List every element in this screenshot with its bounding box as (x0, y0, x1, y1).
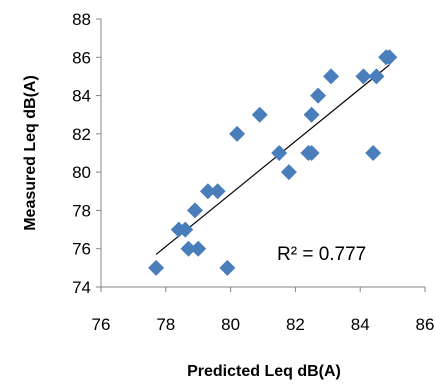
x-axis-ticks: 76 78 80 82 84 86 (92, 287, 435, 334)
data-point (355, 68, 372, 85)
y-tick-label: 76 (72, 240, 91, 259)
y-tick-label: 74 (72, 278, 91, 297)
x-axis-title: Predicted Leq dB(A) (187, 363, 341, 380)
data-point (251, 106, 268, 123)
y-tick-label: 80 (72, 163, 91, 182)
y-tick-label: 88 (72, 10, 91, 29)
data-points (148, 49, 398, 276)
data-point (229, 125, 246, 142)
data-point (199, 183, 216, 200)
x-tick-label: 86 (416, 315, 435, 334)
data-point (177, 221, 194, 238)
trendline (155, 64, 390, 255)
y-axis-ticks: 74 76 78 80 82 84 86 88 (72, 10, 101, 297)
r-squared-annotation: R² = 0.777 (277, 244, 366, 265)
data-point (381, 49, 398, 66)
data-point (368, 68, 385, 85)
y-tick-label: 78 (72, 201, 91, 220)
x-tick-label: 84 (351, 315, 370, 334)
data-point (310, 87, 327, 104)
data-point (280, 164, 297, 181)
data-point (365, 145, 382, 161)
y-tick-label: 86 (72, 48, 91, 67)
data-point (271, 145, 288, 161)
x-tick-label: 82 (286, 315, 305, 334)
data-point (303, 106, 320, 123)
data-point (303, 145, 320, 161)
data-point (148, 259, 165, 276)
data-point (323, 68, 340, 85)
data-point (219, 259, 236, 276)
y-tick-label: 82 (72, 125, 91, 144)
data-point (180, 240, 197, 257)
y-tick-label: 84 (72, 87, 91, 106)
y-axis-title: Measured Leq dB(A) (22, 75, 39, 231)
x-tick-label: 76 (92, 315, 111, 334)
x-tick-label: 78 (156, 315, 175, 334)
data-point (186, 202, 203, 219)
data-point (209, 183, 226, 200)
data-point (190, 240, 207, 257)
x-tick-label: 80 (221, 315, 240, 334)
